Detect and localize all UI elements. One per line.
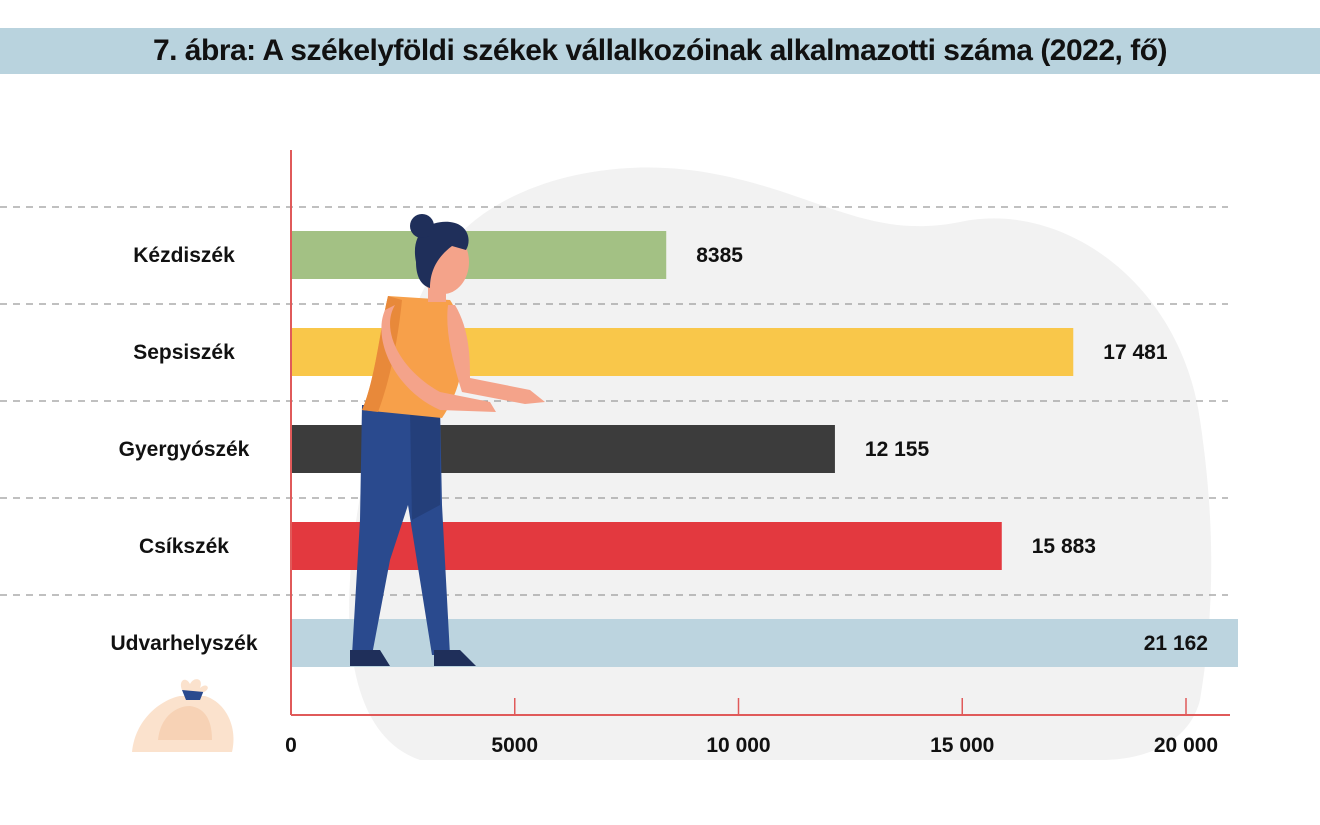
person-illustration (350, 214, 545, 666)
category-label: Csíkszék (139, 535, 229, 558)
value-label: 12 155 (865, 438, 930, 461)
chart-title: 7. ábra: A székelyföldi székek vállalkoz… (152, 34, 1168, 67)
x-tick-label: 15 000 (930, 734, 994, 757)
x-tick-label: 0 (285, 734, 297, 757)
value-label: 15 883 (1032, 535, 1096, 558)
grid-lines (0, 206, 1228, 596)
value-label: 8385 (696, 244, 743, 267)
money-bag-icon (132, 679, 234, 752)
value-label: 21 162 (1144, 632, 1208, 655)
category-label: Udvarhelyszék (110, 632, 257, 655)
bar-0 (291, 231, 667, 279)
value-label: 17 481 (1103, 341, 1168, 364)
labels: Kézdiszék 8385 Sepsiszék 17 481 Gyergyószék 1… (110, 244, 1208, 655)
x-axis-ticks: 0 5000 10 000 15 000 20 000 (285, 698, 1218, 757)
bar-3 (291, 522, 1002, 570)
title-bar: 7. ábra: A székelyföldi székek vállalkoz… (0, 28, 1320, 74)
x-tick-label: 10 000 (706, 734, 770, 757)
x-tick-label: 5000 (491, 734, 538, 757)
category-label: Gyergyószék (119, 438, 250, 461)
category-label: Sepsiszék (133, 341, 235, 364)
x-tick-label: 20 000 (1154, 734, 1218, 757)
category-label: Kézdiszék (133, 244, 235, 267)
